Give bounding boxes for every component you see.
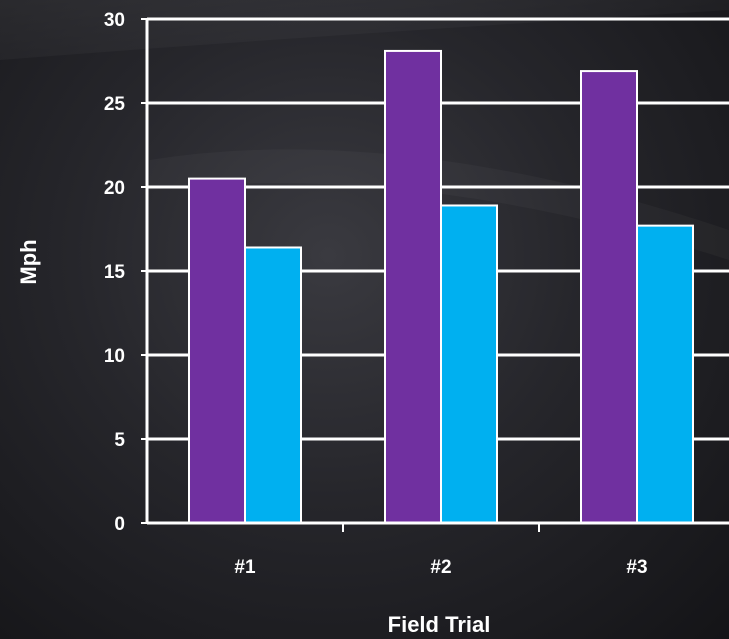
bar-trial-2-series-2 xyxy=(440,204,498,524)
bar-trial-2-series-1 xyxy=(384,49,442,524)
x-tick-label-2: #3 xyxy=(626,557,647,578)
y-axis-title: Mph xyxy=(16,239,41,284)
x-tick-labels: #1 #2 #3 xyxy=(234,557,647,578)
y-tick-label-0: 0 xyxy=(114,514,125,535)
axes xyxy=(141,18,729,532)
bar-trial-3-series-1 xyxy=(580,70,638,525)
background-decoration xyxy=(0,0,729,60)
y-tick-label-1: 5 xyxy=(114,430,125,451)
y-tick-label-3: 15 xyxy=(104,262,126,283)
x-tick-label-1: #2 xyxy=(430,557,451,578)
x-tick-label-0: #1 xyxy=(234,557,256,578)
bars xyxy=(188,49,694,525)
y-tick-label-5: 25 xyxy=(104,94,126,115)
x-axis-title: Field Trial xyxy=(388,612,491,637)
y-tick-labels: 0 5 10 15 20 25 30 xyxy=(104,10,126,535)
y-tick-label-6: 30 xyxy=(104,10,125,31)
bar-trial-1-series-1 xyxy=(188,177,246,524)
bar-trial-3-series-2 xyxy=(636,224,694,524)
y-tick-label-2: 10 xyxy=(104,346,125,367)
y-tick-label-4: 20 xyxy=(104,178,125,199)
bar-trial-1-series-2 xyxy=(244,246,302,524)
